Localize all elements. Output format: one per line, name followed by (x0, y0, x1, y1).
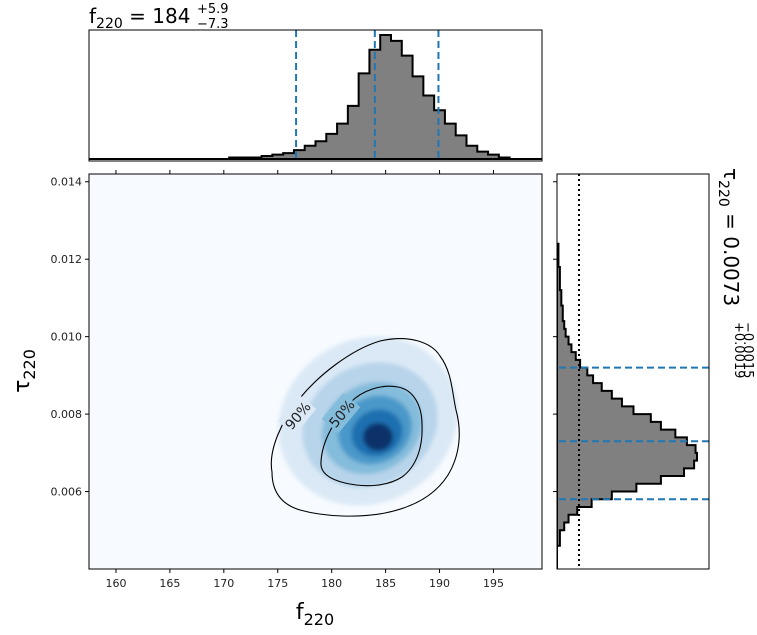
y-tick-label: 0.010 (51, 331, 83, 344)
marginal-tau220-panel: τ220 = 0.0073 +0.0019 −0.0015 (553, 168, 755, 570)
x-tick-label: 185 (375, 577, 396, 590)
y-tick-label: 0.014 (51, 176, 83, 189)
x-tick-label: 175 (267, 577, 288, 590)
joint-frame (88, 173, 543, 570)
marginal-tau220-title-sup: +0.0019 (731, 322, 746, 378)
y-tick-label: 0.012 (51, 253, 83, 266)
marginal-f220-panel: f220 = 184 +5.9 −7.3 (88, 2, 543, 162)
joint-heatmap: 90% 50% (270, 336, 460, 517)
contour-90 (270, 338, 460, 517)
joint-panel: 90% 50% 160 165 170 175 180 185 190 195 0.0060.… (10, 170, 543, 629)
contour-50-label-gap (321, 392, 361, 434)
marginal-f220-title: f220 = 184 (89, 4, 190, 32)
y-tick-label: 0.008 (51, 408, 83, 421)
joint-x-ticks: 160 165 170 175 180 185 190 195 (105, 170, 504, 590)
marginal-f220-frame (88, 29, 543, 162)
x-tick-label: 170 (213, 577, 234, 590)
marginal-tau220-ticks (553, 181, 557, 493)
marginal-tau220-title: τ220 = 0.0073 (715, 168, 743, 306)
marginal-tau220-title-inf: −0.0015 (740, 322, 755, 378)
joint-y-ticks: 0.006 0.008 0.010 0.012 0.014 (51, 176, 89, 499)
marginal-f220-histogram (89, 34, 542, 160)
density-peak (363, 423, 393, 451)
marginal-tau220-quantiles (559, 366, 709, 501)
x-tick-label: 160 (105, 577, 126, 590)
contour-90-label-gap (277, 394, 317, 436)
marginal-f220-title-sup: +5.9 (197, 2, 229, 17)
marginal-f220-title-inf: −7.3 (197, 17, 229, 32)
joint-y-axis-label: τ220 (10, 349, 39, 393)
joint-x-axis-label: f220 (296, 600, 334, 629)
x-tick-label: 165 (159, 577, 180, 590)
x-tick-label: 190 (429, 577, 450, 590)
marginal-f220-bars (89, 34, 542, 160)
marginal-tau220-frame (556, 173, 710, 570)
y-tick-label: 0.006 (51, 486, 83, 499)
x-tick-label: 195 (483, 577, 504, 590)
x-tick-label: 180 (321, 577, 342, 590)
